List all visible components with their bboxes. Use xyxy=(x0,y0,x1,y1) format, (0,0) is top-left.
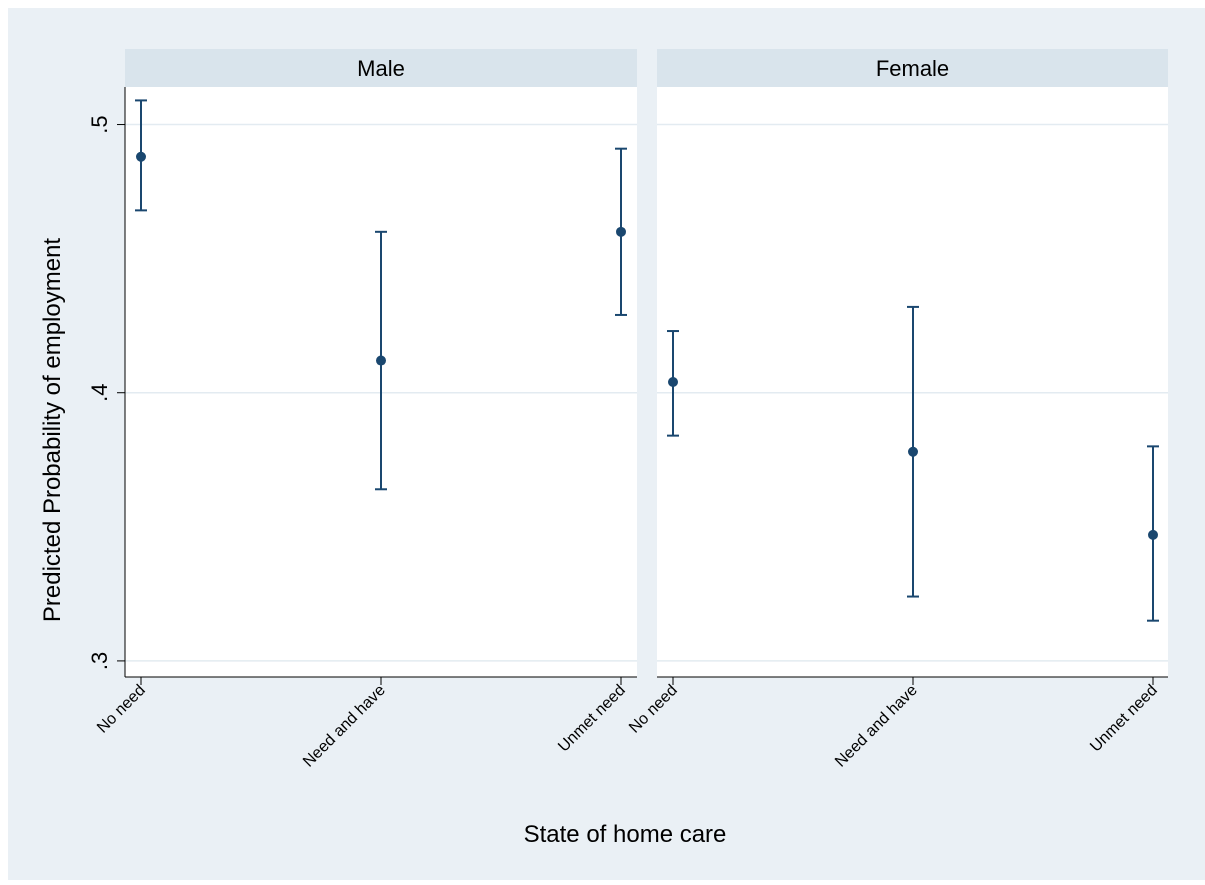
y-tick-label: .4 xyxy=(87,384,112,402)
point-estimate xyxy=(136,151,146,162)
panel-header xyxy=(657,49,1168,87)
point-estimate xyxy=(616,226,626,237)
data-point-group xyxy=(615,147,627,316)
point-estimate xyxy=(908,446,918,457)
y-tick-label: .5 xyxy=(87,115,112,133)
data-point-group xyxy=(375,230,387,491)
x-axis-label: State of home care xyxy=(524,821,727,848)
data-point-group xyxy=(667,330,679,437)
point-estimate xyxy=(1148,529,1158,540)
y-tick-label: .3 xyxy=(87,652,112,670)
data-point-group xyxy=(1147,445,1159,622)
panel-title: Female xyxy=(876,56,949,81)
y-axis-label: Predicted Probability of employment xyxy=(39,238,66,623)
panel-header xyxy=(125,49,637,87)
panel-title: Male xyxy=(357,56,405,81)
y-axis: .3 .4 .5 xyxy=(87,87,126,677)
point-estimate xyxy=(668,377,678,387)
data-point-group xyxy=(135,99,147,212)
data-point-group xyxy=(907,305,919,598)
point-estimate xyxy=(376,355,386,366)
